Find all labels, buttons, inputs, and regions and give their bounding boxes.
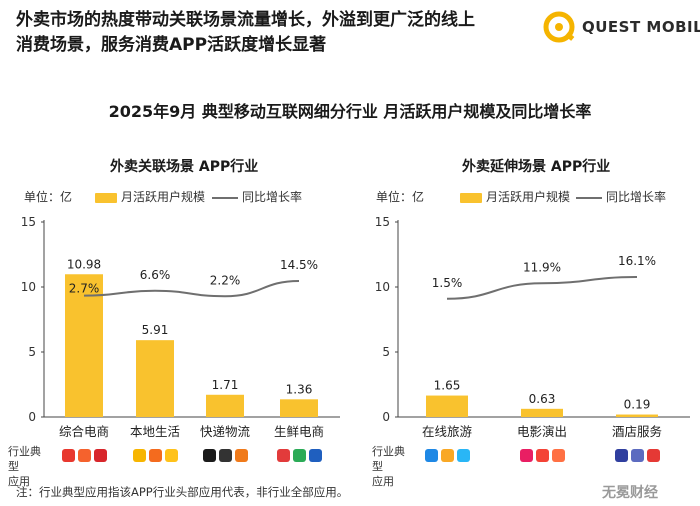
bar-value-label: 1.36 [286, 382, 313, 396]
category-label: 生鲜电商 [274, 424, 324, 439]
growth-rate-label: 16.1% [618, 254, 656, 268]
bar-value-label: 1.71 [212, 378, 239, 392]
bar-value-label: 1.65 [434, 379, 461, 393]
legend-line-label: 同比增长率 [242, 190, 303, 204]
credit-watermark: 无冕财经 [602, 485, 658, 501]
unit-label-left: 单位：亿 [24, 190, 73, 204]
legend-line-right: 同比增长率 [576, 188, 666, 205]
brand-logo: QUEST MOBILE [542, 10, 700, 44]
app-icon [93, 449, 107, 462]
app-icon [440, 449, 454, 462]
growth-rate-label: 6.6% [140, 268, 171, 282]
y-tick-label: 5 [382, 345, 390, 359]
category-label: 本地生活 [130, 424, 180, 439]
row-label-left: 行业典型 应用 [8, 444, 48, 489]
bar-在线旅游 [426, 395, 468, 417]
legend-bar-right: 月活跃用户规模 [460, 188, 570, 205]
growth-rate-line [446, 276, 638, 300]
app-icon [535, 449, 549, 462]
y-tick-label: 0 [382, 410, 390, 424]
brand-mark-dot [555, 23, 563, 31]
y-tick-label: 15 [21, 215, 36, 229]
app-icon [308, 449, 322, 462]
app-icon [77, 449, 91, 462]
bar-快递物流 [206, 394, 244, 417]
header-title: 外卖市场的热度带动关联场景流量增长，外溢到更广泛的线上 消费场景，服务消费APP… [16, 8, 516, 58]
legend-line-label: 同比增长率 [606, 190, 667, 204]
brand-mark-ring [543, 11, 575, 43]
category-label: 综合电商 [59, 424, 109, 439]
legend-bar-left: 月活跃用户规模 [95, 188, 205, 205]
app-icon [234, 449, 248, 462]
app-icon [164, 449, 178, 462]
bar-value-label: 0.19 [624, 398, 651, 412]
growth-rate-line [83, 279, 300, 298]
bar-生鲜电商 [280, 399, 318, 417]
app-icon [630, 449, 644, 462]
chart-title: 2025年9月 典型移动互联网细分行业 月活跃用户规模及同比增长率 [108, 102, 592, 121]
app-icon [61, 449, 75, 462]
app-icon [292, 449, 306, 462]
footnote: 注：行业典型应用指该APP行业头部应用代表，非行业全部应用。 [16, 485, 349, 499]
category-label: 快递物流 [200, 424, 251, 439]
legend-bar-label: 月活跃用户规模 [486, 190, 571, 204]
growth-rate-label: 2.2% [210, 273, 241, 287]
y-tick-label: 10 [21, 280, 36, 294]
legend-bar-label: 月活跃用户规模 [121, 190, 206, 204]
row-label-right: 行业典型 应用 [372, 444, 412, 489]
bar-value-label: 10.98 [67, 257, 101, 271]
row-label-line-1: 行业典型 [8, 445, 41, 473]
category-label: 酒店服务 [612, 424, 662, 439]
row-label-line-1: 行业典型 [372, 445, 405, 473]
legend-line-left: 同比增长率 [212, 188, 302, 205]
legend-bar-swatch [95, 192, 117, 203]
app-icon [218, 449, 232, 462]
unit-label-right: 单位：亿 [376, 190, 425, 204]
app-icon [519, 449, 533, 462]
legend-line-swatch [212, 196, 238, 199]
app-icon [646, 449, 660, 462]
app-icon [202, 449, 216, 462]
y-tick-label: 15 [375, 215, 390, 229]
brand-mark-tail [565, 31, 575, 41]
header-line-2: 消费场景，服务消费APP活跃度增长显著 [16, 35, 327, 55]
legend-line-swatch [576, 196, 602, 199]
category-label: 在线旅游 [422, 424, 473, 439]
bar-value-label: 0.63 [529, 392, 556, 406]
y-tick-label: 5 [28, 345, 36, 359]
header-line-1: 外卖市场的热度带动关联场景流量增长，外溢到更广泛的线上 [16, 10, 475, 30]
legend-bar-swatch [460, 192, 482, 203]
bar-综合电商 [65, 274, 103, 417]
growth-rate-label: 1.5% [432, 276, 463, 290]
brand-mark-icon [543, 11, 575, 43]
growth-rate-label: 2.7% [69, 282, 100, 296]
panel-title-right: 外卖延伸场景 APP行业 [462, 159, 611, 175]
category-label: 电影演出 [517, 424, 567, 439]
brand-name: QUEST MOBILE [582, 18, 700, 36]
app-icon [551, 449, 565, 462]
app-icon [614, 449, 628, 462]
bar-本地生活 [136, 340, 174, 417]
growth-rate-label: 14.5% [280, 258, 318, 272]
app-icon [424, 449, 438, 462]
row-label-line-2: 应用 [8, 475, 30, 488]
bar-酒店服务 [616, 414, 658, 417]
bar-value-label: 5.91 [142, 323, 169, 337]
app-icon [456, 449, 470, 462]
app-icon [276, 449, 290, 462]
app-icon [148, 449, 162, 462]
growth-rate-label: 11.9% [523, 260, 561, 274]
y-tick-label: 0 [28, 410, 36, 424]
panel-title-left: 外卖关联场景 APP行业 [110, 159, 259, 175]
app-icon [132, 449, 146, 462]
y-tick-label: 10 [375, 280, 390, 294]
bar-电影演出 [521, 408, 563, 417]
row-label-line-2: 应用 [372, 475, 394, 488]
